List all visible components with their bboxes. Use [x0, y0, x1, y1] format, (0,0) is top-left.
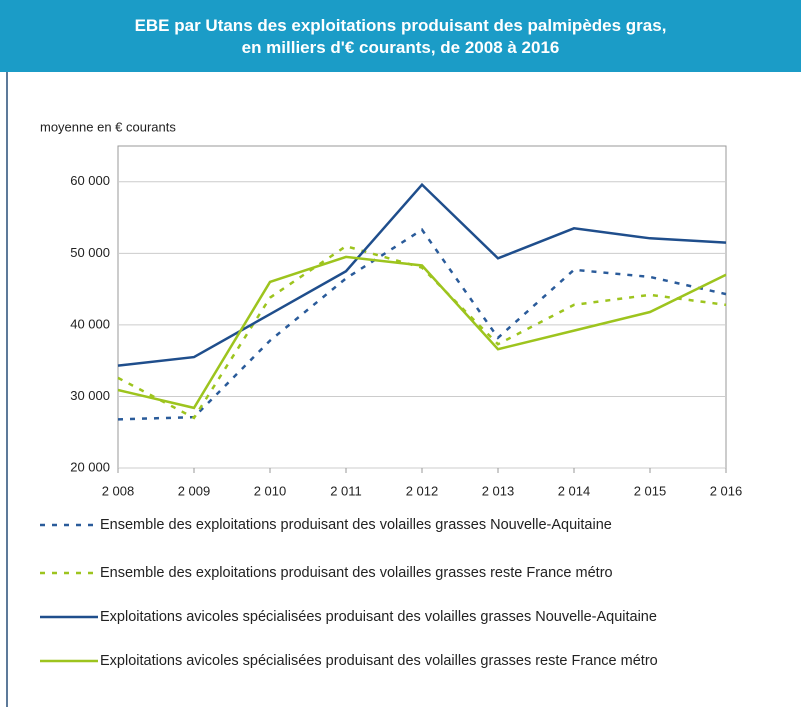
legend-label: Exploitations avicoles spécialisées prod…: [100, 653, 658, 669]
series-line: [117, 182, 727, 367]
y-tick-label: 30 000: [70, 388, 110, 403]
x-tick-label: 2 012: [406, 483, 439, 498]
plot-frame: [117, 145, 727, 469]
x-tick-label: 2 015: [634, 483, 667, 498]
y-tick-label: 40 000: [70, 316, 110, 331]
chart-title: EBE par Utans des exploitations produisa…: [134, 16, 667, 35]
chart-subtitle: en milliers d'€ courants, de 2008 à 2016: [241, 38, 560, 57]
series-line: [117, 255, 727, 410]
y-tick-label: 60 000: [70, 173, 110, 188]
series-line: [117, 228, 727, 421]
x-tick-label: 2 010: [254, 483, 287, 498]
x-tick-label: 2 008: [102, 483, 135, 498]
left-border: [6, 72, 8, 707]
y-tick-label: 20 000: [70, 459, 110, 474]
x-tick-label: 2 009: [178, 483, 211, 498]
x-tick-label: 2 016: [710, 483, 743, 498]
x-tick-label: 2 013: [482, 483, 515, 498]
header: EBE par Utans des exploitations produisa…: [0, 0, 801, 72]
x-tick-label: 2 011: [330, 483, 362, 498]
y-axis-label: moyenne en € courants: [40, 119, 176, 134]
series-line: [117, 244, 727, 420]
legend-label: Ensemble des exploitations produisant de…: [100, 565, 613, 581]
legend-label: Ensemble des exploitations produisant de…: [100, 517, 612, 533]
y-tick-label: 50 000: [70, 245, 110, 260]
x-tick-label: 2 014: [558, 483, 591, 498]
legend-label: Exploitations avicoles spécialisées prod…: [100, 609, 657, 625]
